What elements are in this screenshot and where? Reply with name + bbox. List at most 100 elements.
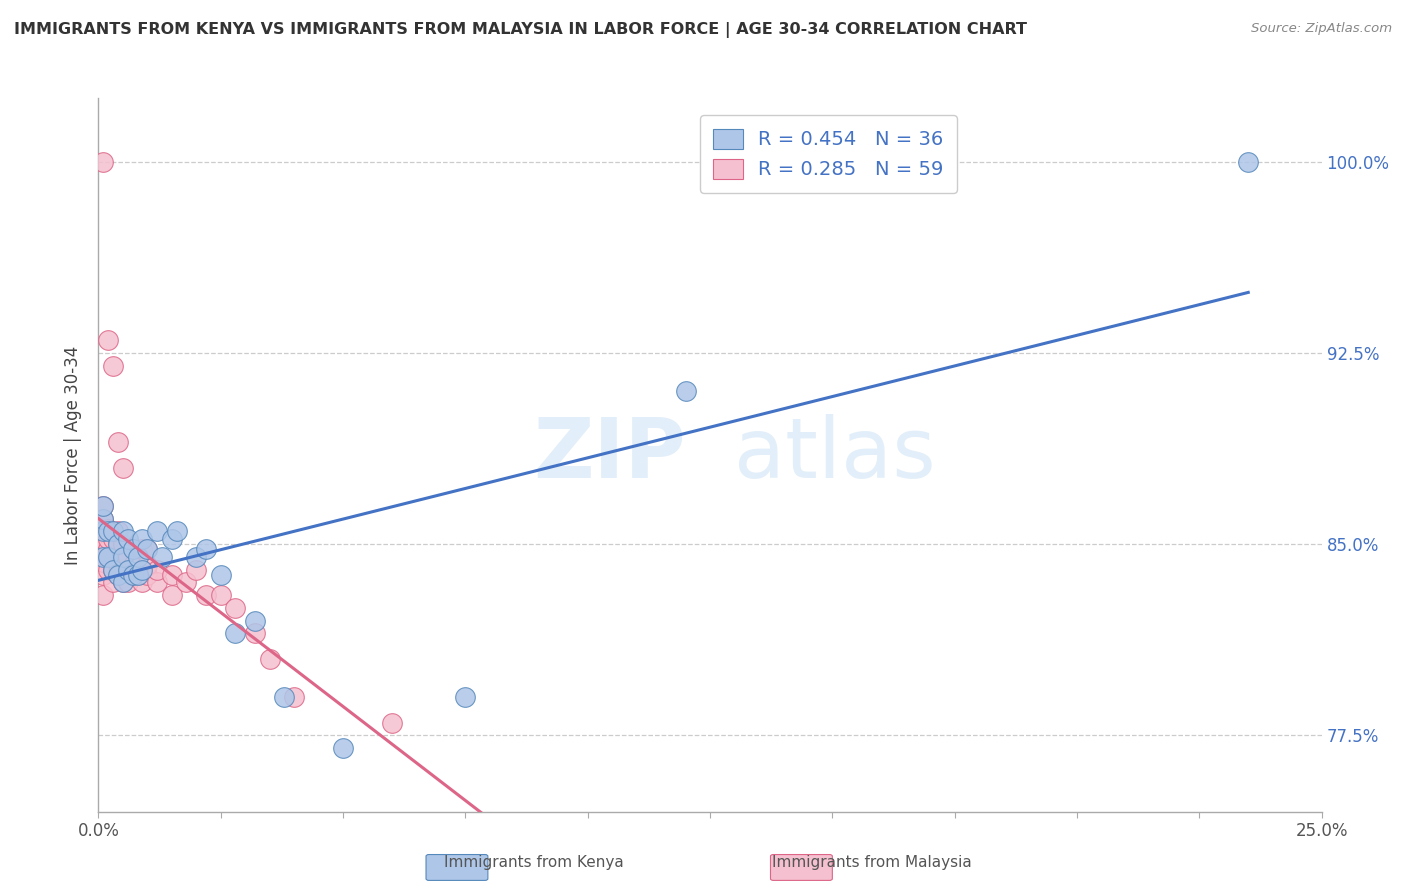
Point bbox=[111, 575, 134, 590]
Point bbox=[107, 567, 129, 582]
Point bbox=[224, 626, 246, 640]
Point bbox=[146, 524, 169, 539]
Point bbox=[131, 575, 153, 590]
Point bbox=[209, 567, 232, 582]
Point bbox=[186, 549, 208, 564]
Point bbox=[91, 511, 114, 525]
Point bbox=[127, 549, 149, 564]
Point bbox=[136, 558, 159, 572]
Point bbox=[195, 542, 218, 557]
Point bbox=[111, 563, 134, 577]
Point bbox=[107, 549, 129, 564]
Point bbox=[224, 600, 246, 615]
Text: Source: ZipAtlas.com: Source: ZipAtlas.com bbox=[1251, 22, 1392, 36]
Point bbox=[332, 741, 354, 756]
Point bbox=[259, 652, 281, 666]
Point bbox=[107, 537, 129, 551]
Point bbox=[101, 359, 124, 373]
Point bbox=[107, 524, 129, 539]
Point bbox=[127, 567, 149, 582]
Point bbox=[131, 563, 153, 577]
Point bbox=[127, 567, 149, 582]
Point bbox=[176, 575, 198, 590]
Point bbox=[111, 460, 134, 475]
Point bbox=[97, 524, 120, 539]
Point bbox=[150, 549, 173, 564]
Text: Immigrants from Kenya: Immigrants from Kenya bbox=[444, 855, 624, 870]
Point bbox=[186, 563, 208, 577]
Point bbox=[97, 522, 120, 536]
Point bbox=[97, 563, 120, 577]
Point bbox=[117, 563, 139, 577]
Point bbox=[160, 567, 183, 582]
Point bbox=[121, 567, 143, 582]
Point bbox=[381, 715, 404, 730]
Point bbox=[111, 549, 134, 564]
Point bbox=[91, 549, 114, 564]
Point bbox=[101, 532, 124, 546]
Point bbox=[91, 588, 114, 602]
Point bbox=[675, 384, 697, 399]
Point bbox=[91, 522, 114, 536]
Point bbox=[117, 532, 139, 546]
Point bbox=[136, 542, 159, 557]
Point bbox=[121, 558, 143, 572]
Point bbox=[107, 567, 129, 582]
Point bbox=[91, 532, 114, 546]
Point bbox=[273, 690, 295, 704]
Point bbox=[209, 588, 232, 602]
Point bbox=[107, 435, 129, 450]
Point bbox=[166, 524, 188, 539]
Y-axis label: In Labor Force | Age 30-34: In Labor Force | Age 30-34 bbox=[65, 345, 83, 565]
Point bbox=[97, 532, 120, 546]
Point bbox=[127, 558, 149, 572]
Point bbox=[527, 843, 550, 857]
Text: atlas: atlas bbox=[734, 415, 936, 495]
Point bbox=[91, 555, 114, 569]
FancyBboxPatch shape bbox=[426, 855, 488, 880]
Point bbox=[117, 575, 139, 590]
Point bbox=[160, 532, 183, 546]
Point bbox=[131, 563, 153, 577]
Point bbox=[121, 567, 143, 582]
Point bbox=[121, 542, 143, 557]
Point bbox=[117, 549, 139, 564]
Point bbox=[97, 549, 120, 564]
Point bbox=[283, 690, 305, 704]
Point bbox=[91, 567, 114, 582]
Point bbox=[454, 690, 477, 704]
Point bbox=[136, 542, 159, 557]
Point bbox=[117, 563, 139, 577]
Point bbox=[91, 154, 114, 169]
Point bbox=[146, 575, 169, 590]
Point bbox=[97, 542, 120, 557]
Point bbox=[195, 588, 218, 602]
Point bbox=[146, 563, 169, 577]
Point bbox=[91, 499, 114, 513]
Point bbox=[97, 549, 120, 564]
Point bbox=[243, 626, 266, 640]
FancyBboxPatch shape bbox=[770, 855, 832, 880]
Point bbox=[101, 549, 124, 564]
Point bbox=[131, 542, 153, 557]
Point bbox=[111, 537, 134, 551]
Point bbox=[131, 532, 153, 546]
Point bbox=[111, 575, 134, 590]
Legend: R = 0.454   N = 36, R = 0.285   N = 59: R = 0.454 N = 36, R = 0.285 N = 59 bbox=[700, 115, 957, 193]
Point bbox=[91, 511, 114, 525]
Point bbox=[91, 542, 114, 557]
Point bbox=[91, 524, 114, 539]
Point bbox=[243, 614, 266, 628]
Point bbox=[101, 575, 124, 590]
Point bbox=[121, 542, 143, 557]
Point bbox=[101, 563, 124, 577]
Point bbox=[111, 549, 134, 564]
Point bbox=[91, 499, 114, 513]
Point bbox=[97, 333, 120, 347]
Point bbox=[160, 588, 183, 602]
Point bbox=[107, 537, 129, 551]
Text: IMMIGRANTS FROM KENYA VS IMMIGRANTS FROM MALAYSIA IN LABOR FORCE | AGE 30-34 COR: IMMIGRANTS FROM KENYA VS IMMIGRANTS FROM… bbox=[14, 22, 1026, 38]
Point bbox=[101, 524, 124, 539]
Text: Immigrants from Malaysia: Immigrants from Malaysia bbox=[772, 855, 972, 870]
Point bbox=[111, 524, 134, 539]
